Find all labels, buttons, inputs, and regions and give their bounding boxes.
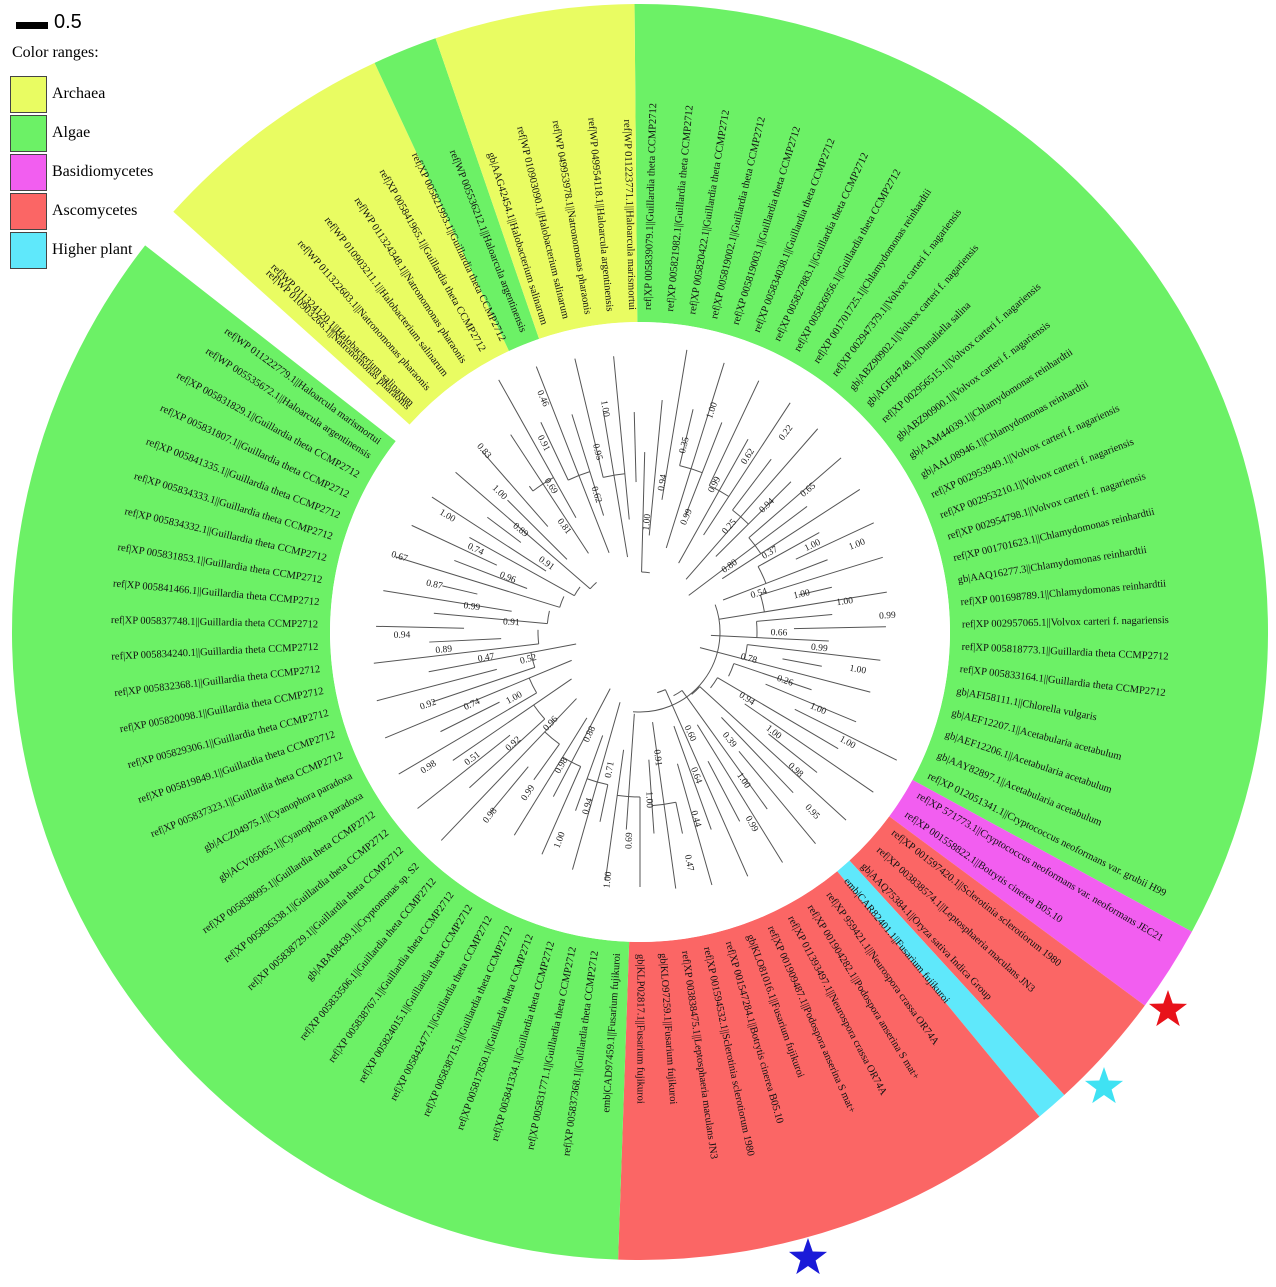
legend-swatch [10, 193, 47, 230]
blue-star-icon [789, 1238, 827, 1274]
legend-label: Higher plant [52, 241, 132, 259]
legend-item-archaea: Archaea [8, 76, 238, 116]
legend-item-algae: Algae [8, 115, 238, 155]
red-star-icon [1149, 990, 1187, 1026]
support-value: 0.94 [394, 630, 411, 640]
support-value: 0.89 [435, 644, 453, 656]
legend-swatch [10, 232, 47, 269]
legend-title: Color ranges: [12, 44, 99, 62]
legend: 0.5 Color ranges: Archaea Algae Basidiom… [0, 0, 240, 280]
support-value: 1.00 [602, 871, 614, 889]
support-value: 0.69 [624, 832, 635, 849]
legend-swatch [10, 115, 47, 152]
legend-swatch [10, 76, 47, 113]
legend-swatch [10, 154, 47, 191]
support-value: 1.00 [643, 791, 654, 808]
support-value: 0.66 [771, 628, 788, 638]
legend-item-basidiomycetes: Basidiomycetes [8, 154, 238, 194]
cyan-star-icon [1085, 1067, 1123, 1103]
taxon-label: gb|KLP02817.1||Fusarium fujikuroi [635, 954, 646, 1104]
support-value: 0.99 [879, 611, 896, 622]
scale-label: 0.5 [54, 11, 82, 34]
legend-item-ascomycetes: Ascomycetes [8, 193, 238, 233]
support-value: 1.00 [642, 513, 653, 531]
support-value: 0.91 [651, 749, 663, 767]
legend-label: Archaea [52, 85, 105, 103]
support-value: 0.99 [810, 643, 828, 655]
scale-bar [16, 22, 48, 29]
legend-label: Algae [52, 124, 90, 142]
legend-label: Basidiomycetes [52, 163, 153, 181]
legend-item-higher-plant: Higher plant [8, 232, 238, 272]
support-value: 0.91 [503, 617, 520, 628]
legend-label: Ascomycetes [52, 202, 137, 220]
